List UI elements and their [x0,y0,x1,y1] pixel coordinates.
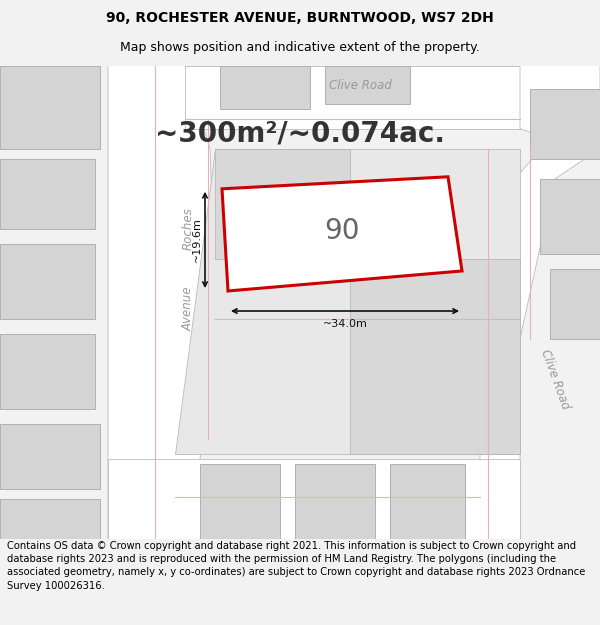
Polygon shape [0,244,95,319]
Text: Clive Road: Clive Road [329,79,391,92]
Polygon shape [108,66,215,539]
Text: Avenue: Avenue [182,287,194,331]
Polygon shape [390,464,465,539]
Polygon shape [222,177,462,291]
Polygon shape [0,499,100,539]
Polygon shape [0,159,95,229]
Polygon shape [185,66,520,129]
Polygon shape [220,66,310,109]
Polygon shape [215,149,350,259]
Polygon shape [325,66,410,104]
Text: Contains OS data © Crown copyright and database right 2021. This information is : Contains OS data © Crown copyright and d… [7,541,586,591]
Polygon shape [550,269,600,339]
Text: ~300m²/~0.074ac.: ~300m²/~0.074ac. [155,120,445,148]
Polygon shape [480,66,600,539]
Polygon shape [0,334,95,409]
Polygon shape [200,464,280,539]
Polygon shape [295,464,375,539]
Polygon shape [540,179,600,254]
Text: 90, ROCHESTER AVENUE, BURNTWOOD, WS7 2DH: 90, ROCHESTER AVENUE, BURNTWOOD, WS7 2DH [106,11,494,26]
Polygon shape [0,424,100,489]
Text: ~34.0m: ~34.0m [323,319,367,329]
Polygon shape [350,259,520,454]
Text: Clive Road: Clive Road [538,348,572,411]
Text: 90: 90 [324,217,360,245]
Text: Roches: Roches [182,208,194,250]
Polygon shape [175,149,520,454]
Polygon shape [530,89,600,159]
Text: ~19.6m: ~19.6m [192,217,202,262]
Polygon shape [108,459,520,539]
Polygon shape [0,66,100,149]
Text: Map shows position and indicative extent of the property.: Map shows position and indicative extent… [120,41,480,54]
